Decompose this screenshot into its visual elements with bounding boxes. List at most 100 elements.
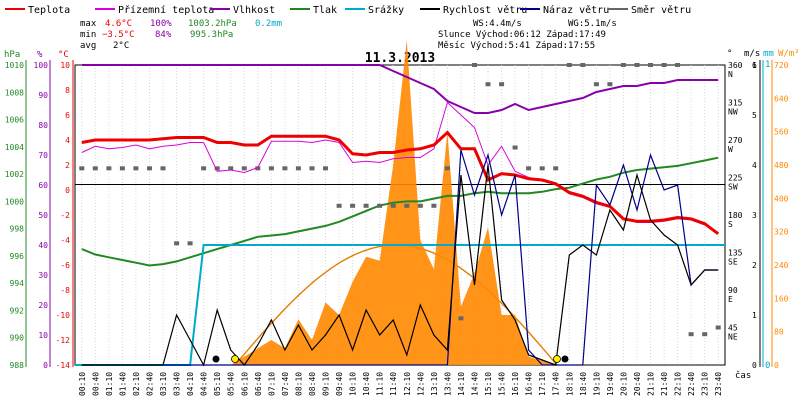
pct-tick-label: 40 bbox=[38, 241, 48, 250]
sunrise-marker bbox=[231, 355, 239, 363]
stats-max-press: 1003.2hPa bbox=[188, 19, 237, 29]
compass-label: SE bbox=[728, 258, 738, 267]
hpa-tick-label: 996 bbox=[10, 252, 25, 261]
ms-tick-label: 6 bbox=[752, 61, 757, 70]
legend-label-humidity: Vlhkost bbox=[233, 5, 275, 16]
x-tick-label: 01:10 bbox=[105, 372, 114, 396]
moonrise-marker bbox=[212, 355, 220, 363]
hpa-tick-label: 988 bbox=[10, 361, 25, 370]
x-tick-label: 18:10 bbox=[565, 372, 574, 396]
hpa-tick-label: 1010 bbox=[5, 61, 24, 70]
legend-label-wind-dir: Směr větru bbox=[631, 4, 691, 16]
x-tick-label: 18:40 bbox=[579, 372, 588, 396]
c-tick-label: 6 bbox=[65, 111, 70, 120]
wind-direction-point bbox=[485, 82, 491, 87]
astro-markers bbox=[212, 355, 569, 363]
legend-label-pressure: Tlak bbox=[313, 5, 337, 16]
pct-tick-label: 90 bbox=[38, 91, 48, 100]
compass-label: N bbox=[728, 70, 733, 79]
deg-tick-label: 180 bbox=[728, 211, 743, 220]
x-tick-label: 20:10 bbox=[619, 372, 628, 396]
pct-tick-label: 60 bbox=[38, 181, 48, 190]
wind-direction-point bbox=[526, 166, 532, 171]
x-tick-label: 05:10 bbox=[213, 372, 222, 396]
pct-tick-label: 20 bbox=[38, 301, 48, 310]
x-tick-label: 05:40 bbox=[227, 372, 236, 396]
x-tick-label: 07:10 bbox=[267, 372, 276, 396]
wind-direction-point bbox=[92, 166, 98, 171]
mm-top-label: 1 bbox=[765, 60, 770, 70]
c-tick-label: -4 bbox=[60, 236, 70, 245]
mm-bottom-label: 0 bbox=[765, 361, 770, 371]
deg-tick-label: 315 bbox=[728, 99, 743, 108]
wind-direction-point bbox=[512, 145, 518, 150]
hpa-tick-label: 990 bbox=[10, 334, 25, 343]
legend-label-ground-temp: Přízemní teplota bbox=[118, 4, 214, 16]
wind-direction-point bbox=[323, 166, 328, 171]
compass-label: NW bbox=[728, 108, 738, 117]
c-tick-label: 0 bbox=[65, 186, 70, 195]
x-tick-label: 16:40 bbox=[525, 372, 534, 396]
hpa-tick-label: 992 bbox=[10, 306, 25, 315]
x-tick-label: 04:40 bbox=[200, 372, 209, 396]
stats-min-label: min bbox=[80, 30, 96, 40]
x-tick-label: 08:40 bbox=[308, 372, 317, 396]
wind-direction-point bbox=[336, 203, 342, 208]
compass-label: NE bbox=[728, 333, 738, 342]
deg-tick-label: 225 bbox=[728, 174, 743, 183]
x-tick-label: 09:40 bbox=[335, 372, 344, 396]
x-tick-label: 02:10 bbox=[132, 372, 141, 396]
ms-tick-label: 0 bbox=[752, 361, 757, 370]
wind-direction-point bbox=[688, 332, 694, 337]
c-tick-label: -2 bbox=[60, 211, 70, 220]
x-tick-label: 08:10 bbox=[294, 372, 303, 396]
compass-label: W bbox=[728, 145, 733, 154]
x-tick-label: 11:10 bbox=[376, 372, 385, 396]
wind-direction-point bbox=[255, 166, 261, 171]
wm2-tick-label: 720 bbox=[774, 61, 789, 70]
wind-direction-point bbox=[580, 63, 586, 67]
axis-unit-wm2: W/m² bbox=[778, 49, 800, 59]
c-tick-label: -12 bbox=[56, 336, 71, 345]
wind-direction-point bbox=[499, 82, 505, 87]
x-tick-label: 04:10 bbox=[186, 372, 195, 396]
x-tick-label: 20:40 bbox=[633, 372, 642, 396]
wind-direction-point bbox=[566, 63, 572, 67]
sunset-marker bbox=[553, 355, 561, 363]
x-tick-label: 09:10 bbox=[322, 372, 331, 396]
stats-ws: WS:4.4m/s bbox=[473, 19, 522, 29]
axis-unit-ms: m/s bbox=[744, 49, 760, 59]
legend-label-wind-gust: Náraz větru bbox=[543, 4, 609, 16]
stats-max-rain: 0.2mm bbox=[255, 19, 282, 29]
x-tick-label: 03:10 bbox=[159, 372, 168, 396]
x-tick-label: 12:40 bbox=[416, 372, 425, 396]
x-tick-label: 12:10 bbox=[403, 372, 412, 396]
wind-direction-point bbox=[79, 166, 85, 171]
wind-direction-point bbox=[472, 63, 477, 67]
x-tick-label: 22:40 bbox=[687, 372, 696, 396]
x-tick-label: 19:40 bbox=[606, 372, 615, 396]
wm2-tick-label: 480 bbox=[774, 161, 789, 170]
wind-direction-point bbox=[404, 203, 410, 208]
c-tick-label: -10 bbox=[56, 311, 71, 320]
pct-tick-label: 50 bbox=[38, 211, 48, 220]
wind-direction-point bbox=[539, 166, 545, 171]
legend-label-rain: Srážky bbox=[368, 4, 404, 16]
c-tick-label: 10 bbox=[60, 61, 70, 70]
deg-tick-label: 270 bbox=[728, 136, 743, 145]
x-tick-label: 21:40 bbox=[660, 372, 669, 396]
x-tick-label: 13:10 bbox=[430, 372, 439, 396]
deg-tick-label: 45 bbox=[728, 324, 738, 333]
c-tick-label: -6 bbox=[60, 261, 70, 270]
wind-direction-point bbox=[119, 166, 125, 171]
ms-tick-label: 1 bbox=[752, 61, 757, 70]
wind-direction-point bbox=[268, 166, 274, 171]
hpa-tick-label: 1002 bbox=[5, 170, 24, 179]
wind-direction-point bbox=[417, 203, 423, 208]
x-tick-label: 23:40 bbox=[714, 372, 723, 396]
wind-direction-point bbox=[634, 63, 640, 67]
stats-max-temp: 4.6°C bbox=[105, 19, 132, 29]
pct-tick-label: 0 bbox=[43, 361, 48, 370]
wind-direction-point bbox=[431, 203, 437, 208]
